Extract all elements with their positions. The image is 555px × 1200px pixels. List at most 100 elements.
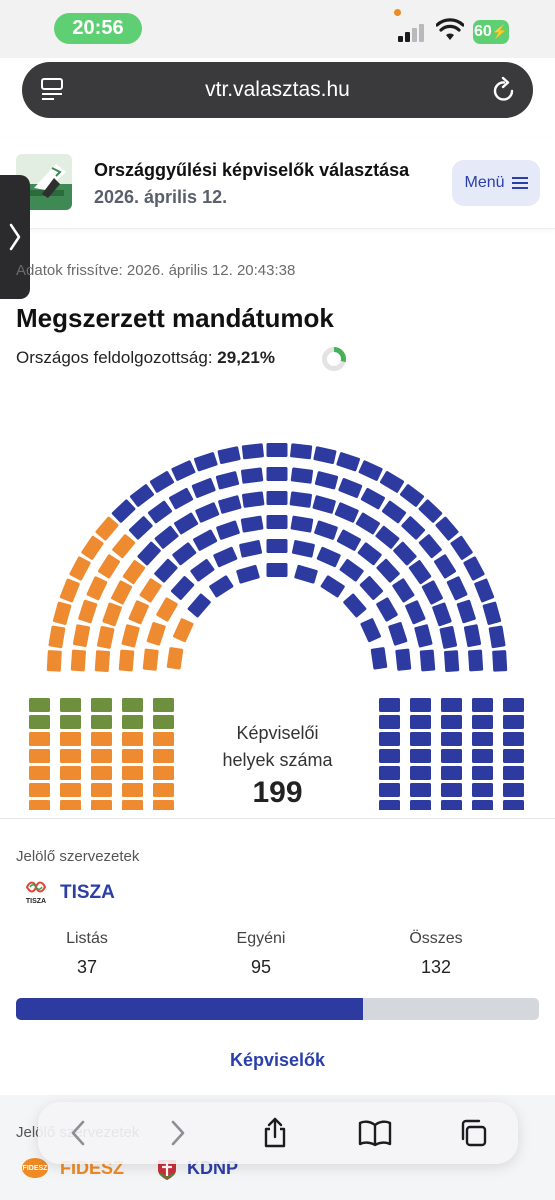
seat-tisza — [379, 800, 400, 810]
seat-fidesz — [121, 624, 140, 648]
seat-share-bar — [16, 998, 539, 1020]
seat-tisza — [472, 749, 493, 763]
progress-label: Országos feldolgozottság: — [16, 348, 213, 367]
seat-tisza — [401, 516, 426, 540]
seat-tisza — [130, 484, 154, 507]
forward-button[interactable] — [148, 1102, 208, 1164]
chevron-right-icon — [9, 223, 21, 251]
seat-tisza — [147, 500, 173, 524]
chevron-left-icon — [71, 1120, 85, 1146]
seat-fidesz — [166, 647, 184, 670]
seat-tisza — [441, 800, 462, 810]
url-text[interactable]: vtr.valasztas.hu — [205, 78, 350, 101]
seat-fidesz — [46, 650, 62, 672]
status-bar: 20:56 60 ⚡ — [0, 0, 555, 58]
battery-level: 60 — [474, 23, 492, 40]
seat-fidesz — [60, 749, 81, 763]
seat-tisza — [336, 529, 361, 551]
browser-toolbar — [38, 1102, 518, 1164]
seat-tisza — [392, 578, 415, 603]
stat-list-label: Listás — [66, 930, 108, 947]
seat-fidesz — [118, 649, 135, 672]
seat-fidesz — [111, 580, 133, 605]
seat-tisza — [213, 546, 238, 568]
seat-fidesz — [112, 534, 136, 559]
seat-tisza — [195, 502, 220, 523]
seat-tisza — [441, 783, 462, 797]
seat-tisza — [370, 647, 388, 670]
fidesz-logo: FIDESZ — [22, 1158, 48, 1178]
menu-button[interactable]: Menü — [452, 160, 540, 206]
seat-tisza — [379, 732, 400, 746]
seat-tisza — [503, 749, 524, 763]
seat-tisza — [149, 471, 175, 493]
seat-tisza — [209, 575, 234, 598]
seat-tisza — [444, 650, 460, 672]
seat-tisza — [191, 478, 216, 498]
seat-fidesz — [29, 800, 50, 810]
seat-tisza — [472, 715, 493, 729]
seats-label-line2: helyek száma — [222, 750, 333, 770]
stat-total-value: 132 — [420, 957, 452, 977]
stat-list: Listás 37 — [17, 930, 157, 978]
site-header: Országgyűlési képviselők választása 2026… — [0, 138, 555, 229]
seat-tisza — [376, 597, 398, 622]
seat-fidesz — [94, 650, 110, 672]
seat-fidesz — [122, 560, 146, 585]
seat-tisza — [290, 443, 313, 460]
seat-tisza — [241, 443, 264, 460]
seat-fidesz — [48, 625, 66, 649]
nominating-orgs-label: Jelölő szervezetek — [16, 848, 140, 865]
seat-tisza — [314, 520, 338, 540]
seat-tisza — [432, 602, 452, 627]
seat-tisza — [441, 732, 462, 746]
seat-tisza — [216, 520, 240, 540]
seat-fidesz — [91, 732, 112, 746]
seat-tisza — [472, 732, 493, 746]
seat-tisza — [316, 546, 341, 568]
seat-tisza — [360, 487, 385, 510]
seat-tisza — [400, 484, 424, 507]
seat-tisza — [334, 502, 359, 523]
seat-tisza — [313, 446, 337, 465]
seat-tisza — [410, 783, 431, 797]
seat-fidesz — [60, 800, 81, 810]
page-title: Országgyűlési képviselők választása — [94, 160, 410, 180]
seat-tisza — [289, 491, 312, 508]
seat-fidesz — [91, 766, 112, 780]
share-button[interactable] — [245, 1102, 305, 1164]
tab-switcher-button[interactable] — [443, 1102, 503, 1164]
seat-tisza — [128, 516, 153, 540]
seat-fidesz — [156, 597, 178, 622]
party-name[interactable]: TISZA — [60, 882, 115, 903]
seat-tisza — [381, 500, 407, 524]
tabs-list-icon[interactable] — [40, 77, 64, 103]
seat-fidesz — [153, 783, 174, 797]
progress-ring-icon — [322, 347, 346, 371]
seat-kdnp — [60, 715, 81, 729]
seat-kdnp — [153, 698, 174, 712]
seat-tisza — [169, 487, 194, 510]
seat-tisza — [435, 516, 459, 541]
seat-tisza — [194, 452, 218, 472]
side-drawer-handle[interactable] — [0, 175, 30, 299]
seat-tisza — [503, 800, 524, 810]
seat-tisza — [405, 600, 426, 625]
back-button[interactable] — [48, 1102, 108, 1164]
progress-value: 29,21% — [217, 348, 275, 367]
bookmarks-button[interactable] — [345, 1102, 405, 1164]
seat-kdnp — [122, 715, 143, 729]
seat-tisza — [266, 563, 288, 577]
processing-progress: Országos feldolgozottság: 29,21% — [16, 348, 275, 368]
seat-fidesz — [29, 783, 50, 797]
address-bar[interactable]: vtr.valasztas.hu — [22, 62, 533, 118]
reload-icon[interactable] — [491, 76, 517, 104]
seats-total: 199 — [252, 776, 303, 809]
chevron-right-icon — [171, 1120, 185, 1146]
seat-tisza — [463, 556, 485, 581]
seat-tisza — [266, 443, 288, 457]
seat-tisza — [190, 559, 215, 582]
status-time: 20:56 — [54, 13, 142, 44]
representatives-link[interactable]: Képviselők — [229, 1050, 326, 1070]
seat-tisza — [266, 539, 288, 553]
